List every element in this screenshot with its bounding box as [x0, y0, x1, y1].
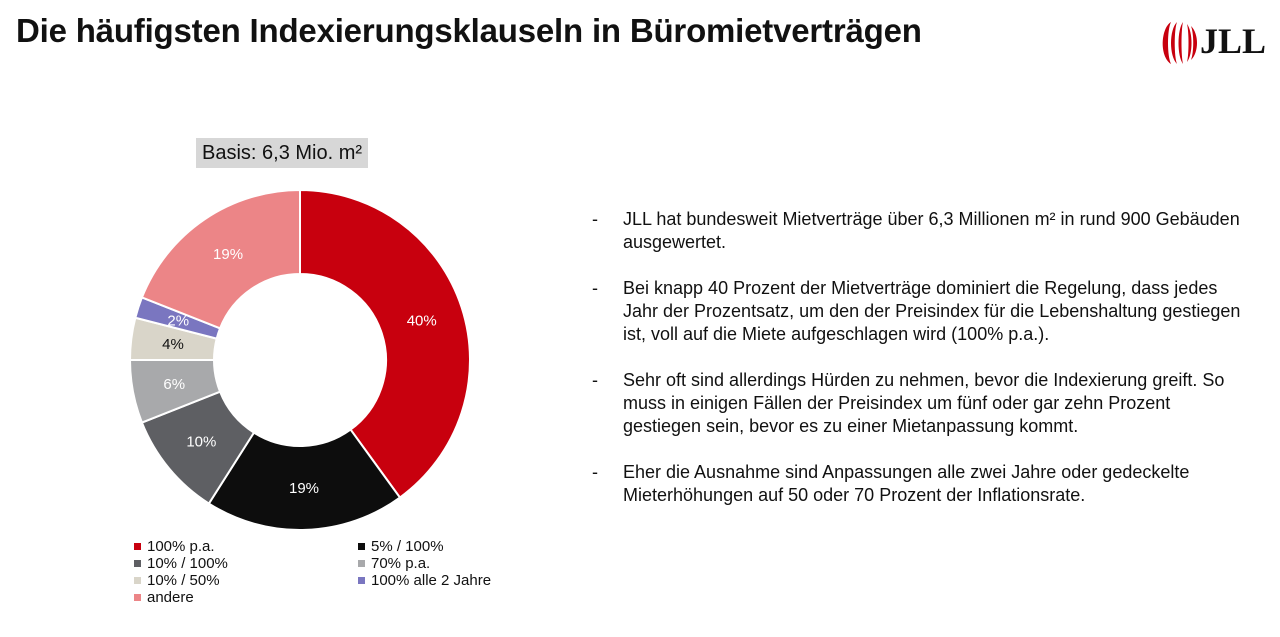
- donut-slice-label: 10%: [186, 434, 216, 451]
- legend-swatch: [358, 577, 365, 584]
- donut-slice-label: 19%: [289, 480, 319, 497]
- donut-slice-label: 6%: [163, 376, 185, 393]
- bullet-dash: -: [592, 209, 598, 229]
- bullet-list: - JLL hat bundesweit Mietverträge über 6,…: [592, 208, 1252, 530]
- bullet-item: - Eher die Ausnahme sind Anpassungen alle…: [592, 461, 1252, 507]
- legend-item: 100% alle 2 Jahre: [358, 572, 534, 589]
- bullet-dash: -: [592, 462, 598, 482]
- jll-logo-icon: [1162, 22, 1197, 64]
- page-title: Die häufigsten Indexierungsklauseln in B…: [16, 12, 922, 49]
- bullet-dash: -: [592, 278, 598, 298]
- bullet-dash: -: [592, 370, 598, 390]
- bullet-text: Bei knapp 40 Prozent der Mietverträge do…: [623, 278, 1241, 344]
- donut-slice-label: 19%: [213, 246, 243, 263]
- bullet-text: JLL hat bundesweit Mietverträge über 6,3…: [623, 209, 1240, 252]
- legend-swatch: [358, 560, 365, 567]
- legend-label: andere: [147, 589, 194, 606]
- legend-label: 70% p.a.: [371, 555, 431, 572]
- donut-slice-label: 2%: [167, 312, 189, 329]
- legend-swatch: [134, 543, 141, 550]
- legend-swatch: [134, 560, 141, 567]
- donut-chart: 40% 19% 10% 6% 4% 2% 19%: [128, 188, 471, 531]
- legend-item: 5% / 100%: [358, 538, 534, 555]
- basis-label: Basis: 6,3 Mio. m²: [196, 138, 369, 168]
- legend-label: 10% / 100%: [147, 555, 228, 572]
- bullet-text: Eher die Ausnahme sind Anpassungen alle …: [623, 462, 1190, 505]
- chart-legend: 100% p.a. 5% / 100% 10% / 100% 70% p.a. 10% …: [134, 538, 534, 606]
- bullet-item: - Bei knapp 40 Prozent der Mietverträge d…: [592, 277, 1252, 346]
- legend-swatch: [134, 594, 141, 601]
- legend-item: 10% / 100%: [134, 555, 358, 572]
- bullet-text: Sehr oft sind allerdings Hürden zu nehme…: [623, 370, 1225, 436]
- logo-text: JLL: [1200, 21, 1267, 61]
- legend-item: andere: [134, 589, 358, 606]
- legend-item: 70% p.a.: [358, 555, 534, 572]
- donut-slice-label: 40%: [407, 312, 437, 329]
- legend-item: 10% / 50%: [134, 572, 358, 589]
- donut-slice-label: 4%: [162, 336, 184, 353]
- donut-slice: [140, 188, 301, 330]
- donut-slice: [299, 188, 471, 499]
- legend-label: 100% alle 2 Jahre: [371, 572, 492, 589]
- bullet-item: - Sehr oft sind allerdings Hürden zu nehm…: [592, 369, 1252, 438]
- legend-label: 5% / 100%: [371, 538, 444, 555]
- legend-label: 10% / 50%: [147, 572, 220, 589]
- legend-swatch: [358, 543, 365, 550]
- donut-slice: [207, 428, 402, 531]
- legend-label: 100% p.a.: [147, 538, 215, 555]
- legend-item: 100% p.a.: [134, 538, 358, 555]
- bullet-item: - JLL hat bundesweit Mietverträge über 6,…: [592, 208, 1252, 254]
- legend-swatch: [134, 577, 141, 584]
